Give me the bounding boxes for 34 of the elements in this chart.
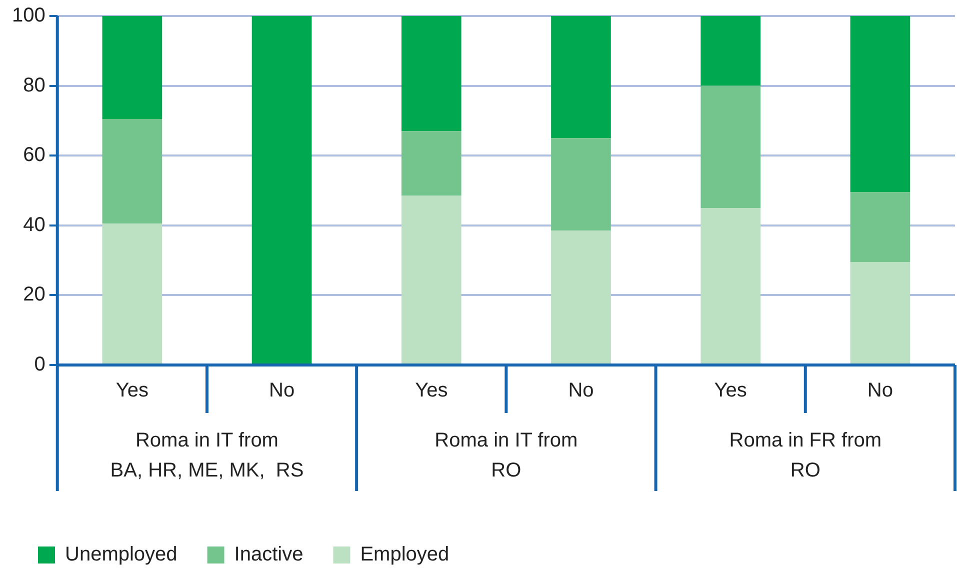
bar — [252, 16, 312, 364]
y-tick-label: 60 — [23, 144, 46, 166]
x-tick-label: No — [268, 380, 295, 402]
y-tick-label: 100 — [12, 4, 46, 27]
y-tick-label: 80 — [23, 74, 46, 96]
bar — [102, 224, 162, 364]
bar — [102, 16, 162, 119]
bar — [551, 138, 611, 231]
text: Roma in FR from RO — [729, 430, 882, 482]
legend-label: Employed — [360, 544, 450, 566]
x-tick-label: No — [867, 380, 893, 402]
bar — [700, 86, 761, 208]
y-tick-label: 20 — [23, 284, 46, 306]
bar — [401, 16, 462, 132]
bar — [850, 16, 910, 192]
text: Roma in IT from BA, HR, ME, MK, RS — [110, 430, 304, 482]
text: Roma in IT from RO — [434, 430, 578, 482]
legend-label: Inactive — [234, 544, 304, 566]
bar — [551, 230, 611, 364]
y-tick-label: 0 — [34, 354, 46, 376]
x-tick-label: Yes — [116, 380, 148, 402]
bar — [700, 208, 761, 364]
x-tick-label: Yes — [415, 380, 448, 402]
bar — [700, 16, 761, 86]
y-tick-label: 40 — [23, 214, 46, 236]
bar — [551, 16, 611, 138]
bar — [850, 192, 910, 262]
bar — [102, 118, 162, 224]
bar — [401, 196, 462, 364]
bar — [850, 262, 910, 364]
legend-label: Unemployed — [65, 544, 178, 566]
x-tick-label: No — [568, 380, 594, 402]
bar — [401, 131, 462, 196]
x-tick-label: Yes — [714, 380, 747, 402]
